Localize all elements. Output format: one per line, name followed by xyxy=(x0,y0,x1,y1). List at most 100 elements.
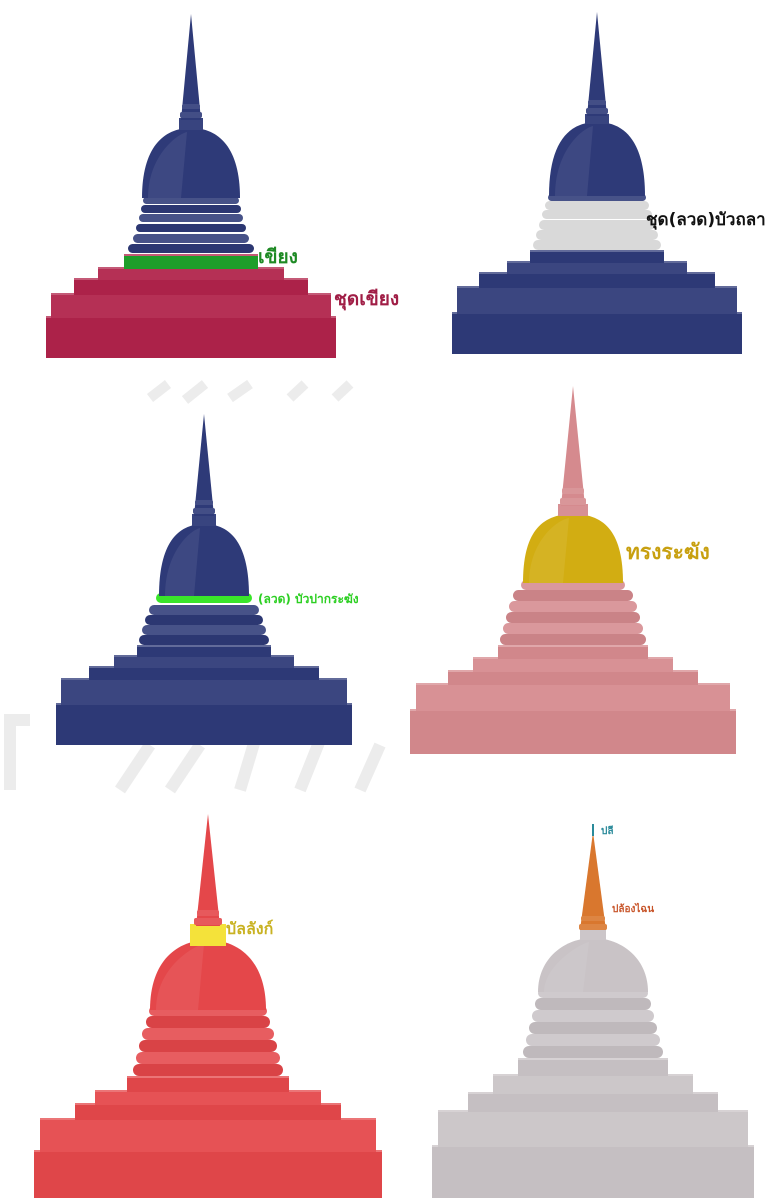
step-edge xyxy=(127,1076,289,1078)
panel-khiang xyxy=(46,14,336,358)
base-step xyxy=(89,666,319,680)
panel-bua-thala xyxy=(452,12,742,354)
base-step xyxy=(124,254,258,269)
throne xyxy=(585,114,609,124)
panel-banlang xyxy=(34,814,382,1198)
spire-ring xyxy=(586,108,608,114)
moulding-ring xyxy=(500,634,646,645)
base-step xyxy=(452,312,742,354)
spire xyxy=(196,814,220,926)
panel-song-rakhang xyxy=(410,386,736,754)
base-step xyxy=(61,678,347,705)
base-step xyxy=(507,261,687,274)
moulding-ring xyxy=(149,605,259,615)
label-chut-khiang: ชุดเขียง xyxy=(334,288,399,311)
moulding-ring xyxy=(506,612,640,623)
base-step xyxy=(468,1092,718,1112)
base-step xyxy=(432,1145,754,1198)
spire xyxy=(580,832,606,930)
label-khiang: เขียง xyxy=(258,246,298,268)
throne xyxy=(558,504,588,516)
base-step xyxy=(56,703,352,745)
moulding-ring xyxy=(535,998,651,1010)
base-step xyxy=(498,645,648,659)
watermark xyxy=(4,379,386,794)
moulding-ring xyxy=(529,1022,657,1034)
moulding-ring xyxy=(139,214,243,222)
base-step xyxy=(40,1118,376,1152)
spire xyxy=(181,14,201,120)
moulding-ring xyxy=(526,1034,660,1046)
step-edge xyxy=(498,645,648,647)
base-step xyxy=(479,272,715,288)
base-step xyxy=(518,1058,668,1076)
moulding-ring xyxy=(503,623,643,634)
pli-tip xyxy=(592,824,594,836)
moulding-ring xyxy=(128,244,254,253)
moulding-ring xyxy=(532,1010,654,1022)
bell-highlight xyxy=(165,528,200,596)
moulding-ring xyxy=(136,224,246,232)
moulding-ring xyxy=(136,1052,280,1064)
spire xyxy=(561,386,585,506)
spire-ring xyxy=(182,104,200,109)
base-step xyxy=(410,709,736,754)
panel-bua-pak-rakhang xyxy=(56,414,352,745)
spire-ring xyxy=(180,112,202,118)
step-edge xyxy=(518,1058,668,1060)
base-step xyxy=(98,267,284,280)
panel-pli xyxy=(432,824,754,1198)
label-song-rakhang: ทรงระฆัง xyxy=(626,540,710,564)
base-step xyxy=(51,293,331,318)
moulding-ring xyxy=(143,197,239,204)
moulding-ring xyxy=(133,1064,283,1076)
moulding-ring xyxy=(145,615,263,625)
spire-ring xyxy=(197,910,219,916)
moulding-ring xyxy=(533,240,661,250)
base-step xyxy=(473,657,673,672)
spire xyxy=(194,414,214,516)
base-step xyxy=(438,1110,748,1147)
spire-ring xyxy=(588,100,606,105)
step-edge xyxy=(124,254,258,256)
spire-ring xyxy=(195,500,213,505)
moulding-ring xyxy=(513,590,633,601)
base-step xyxy=(95,1090,321,1105)
base-step xyxy=(530,250,664,263)
spire-ring xyxy=(562,488,584,494)
spire-ring xyxy=(193,508,215,514)
step-edge xyxy=(137,645,271,647)
base-step xyxy=(46,316,336,358)
moulding-ring xyxy=(141,205,241,213)
spire-ring xyxy=(579,924,607,930)
base-step xyxy=(75,1103,341,1120)
moulding-ring xyxy=(536,230,658,240)
moulding-ring xyxy=(133,234,249,243)
bell-highlight xyxy=(555,126,593,196)
throne xyxy=(192,514,216,526)
base-step xyxy=(34,1150,382,1198)
label-banlang: บัลลังก์ xyxy=(226,919,273,938)
moulding-ring xyxy=(523,1046,663,1058)
moulding-ring xyxy=(509,601,637,612)
spire xyxy=(587,12,607,116)
label-bua-pak-rakhang: (ลวด) บัวปากระฆัง xyxy=(258,592,359,606)
base-step xyxy=(127,1076,289,1092)
base-step xyxy=(137,645,271,657)
label-bua-thala: ชุด(ลวด)บัวถลา xyxy=(646,210,766,230)
base-step xyxy=(114,655,294,668)
base-step xyxy=(416,683,730,711)
throne xyxy=(190,924,226,946)
moulding-ring xyxy=(146,1016,270,1028)
label-plong-chanai: ปล้องไฉน xyxy=(612,902,654,915)
spire-ring xyxy=(194,918,222,925)
throne xyxy=(179,118,203,130)
spire-ring xyxy=(560,498,586,505)
base-step xyxy=(448,670,698,685)
bell-highlight xyxy=(544,942,589,992)
moulding-ring xyxy=(142,1028,274,1040)
bell-highlight xyxy=(529,518,569,583)
base-step xyxy=(457,286,737,314)
base-step xyxy=(74,278,308,295)
